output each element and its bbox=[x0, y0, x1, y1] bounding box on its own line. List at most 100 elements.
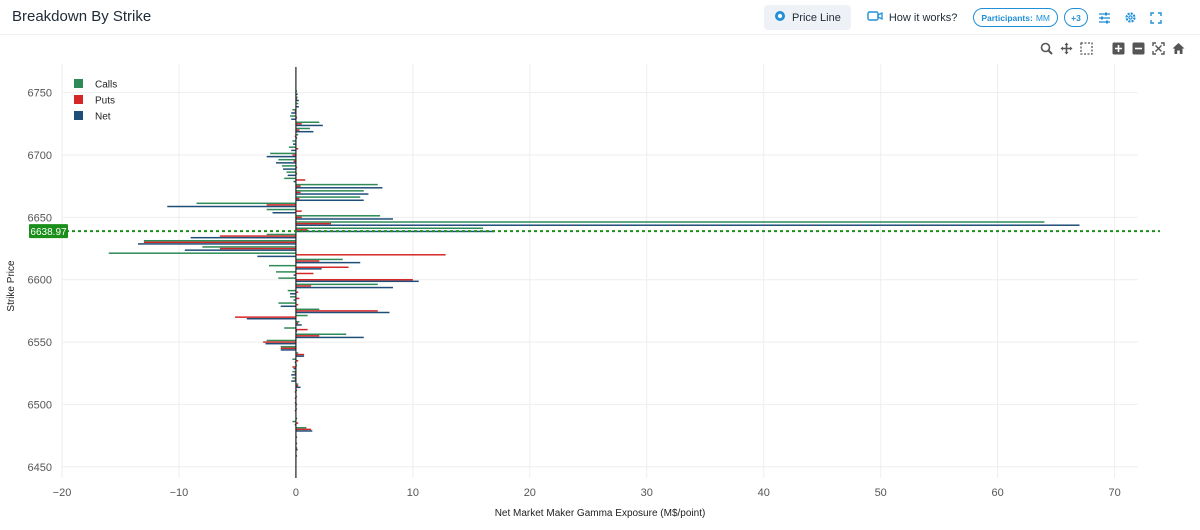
bar-net[interactable] bbox=[295, 218, 393, 220]
bar-calls[interactable] bbox=[295, 333, 347, 335]
bar-puts[interactable] bbox=[295, 310, 378, 312]
bar-net[interactable] bbox=[295, 99, 299, 102]
bar-net[interactable] bbox=[293, 274, 296, 276]
bar-net[interactable] bbox=[292, 143, 296, 145]
bar-net[interactable] bbox=[295, 286, 393, 289]
bar-net[interactable] bbox=[295, 224, 1080, 226]
bar-net[interactable] bbox=[291, 380, 296, 382]
gear-icon[interactable] bbox=[1120, 8, 1140, 28]
bar-calls[interactable] bbox=[288, 146, 296, 148]
bar-puts[interactable] bbox=[295, 129, 300, 131]
bar-net[interactable] bbox=[293, 180, 296, 183]
bar-calls[interactable] bbox=[295, 127, 310, 130]
bar-net[interactable] bbox=[295, 311, 390, 314]
bar-calls[interactable] bbox=[295, 283, 378, 286]
bar-puts[interactable] bbox=[219, 235, 296, 237]
bar-puts[interactable] bbox=[295, 229, 308, 231]
bar-puts[interactable] bbox=[295, 285, 312, 287]
bar-calls[interactable] bbox=[295, 227, 484, 229]
bar-puts[interactable] bbox=[295, 428, 312, 431]
bar-puts[interactable] bbox=[295, 222, 331, 225]
bar-puts[interactable] bbox=[295, 278, 413, 281]
legend-swatch-net[interactable] bbox=[74, 111, 83, 120]
bar-calls[interactable] bbox=[278, 302, 296, 304]
bar-calls[interactable] bbox=[143, 239, 296, 242]
bar-calls[interactable] bbox=[266, 339, 296, 342]
bar-calls[interactable] bbox=[295, 183, 378, 186]
bar-puts[interactable] bbox=[295, 197, 300, 200]
bar-puts[interactable] bbox=[295, 384, 299, 387]
bar-puts[interactable] bbox=[295, 216, 302, 219]
bar-net[interactable] bbox=[246, 317, 296, 320]
bar-net[interactable] bbox=[184, 249, 296, 251]
bar-puts[interactable] bbox=[295, 291, 299, 293]
bar-net[interactable] bbox=[295, 448, 298, 451]
sliders-icon[interactable] bbox=[1094, 8, 1114, 28]
bar-net[interactable] bbox=[295, 355, 305, 357]
bar-net[interactable] bbox=[257, 255, 296, 258]
bar-puts[interactable] bbox=[295, 254, 446, 256]
bar-net[interactable] bbox=[293, 367, 296, 370]
legend-label-puts[interactable]: Puts bbox=[95, 96, 115, 107]
bar-net[interactable] bbox=[295, 199, 364, 202]
bar-calls[interactable] bbox=[284, 177, 296, 180]
bar-puts[interactable] bbox=[292, 154, 296, 156]
bar-calls[interactable] bbox=[290, 115, 296, 117]
bar-calls[interactable] bbox=[295, 258, 343, 261]
bar-net[interactable] bbox=[295, 230, 495, 233]
bar-net[interactable] bbox=[280, 305, 296, 308]
legend-label-calls[interactable]: Calls bbox=[95, 80, 117, 91]
bar-puts[interactable] bbox=[295, 185, 301, 187]
bar-calls[interactable] bbox=[286, 171, 296, 173]
price-line-toggle[interactable]: Price Line bbox=[763, 5, 851, 30]
fullscreen-icon[interactable] bbox=[1146, 8, 1166, 28]
bar-net[interactable] bbox=[265, 342, 296, 345]
bar-net[interactable] bbox=[295, 261, 361, 264]
bar-net[interactable] bbox=[295, 193, 369, 195]
bar-net[interactable] bbox=[295, 187, 383, 189]
bar-calls[interactable] bbox=[295, 427, 307, 429]
bar-net[interactable] bbox=[266, 155, 296, 158]
zoom-icon[interactable] bbox=[1038, 40, 1054, 56]
bar-puts[interactable] bbox=[295, 328, 308, 331]
bar-puts[interactable] bbox=[295, 266, 349, 269]
extra-participants-badge[interactable]: +3 bbox=[1064, 8, 1088, 27]
bar-calls[interactable] bbox=[295, 190, 364, 192]
bar-net[interactable] bbox=[295, 93, 298, 96]
zoom-out-icon[interactable] bbox=[1130, 40, 1146, 56]
bar-calls[interactable] bbox=[295, 96, 298, 99]
bar-net[interactable] bbox=[291, 149, 296, 152]
bar-calls[interactable] bbox=[276, 271, 296, 273]
bar-net[interactable] bbox=[295, 336, 364, 339]
participants-filter[interactable]: Participants: MM bbox=[973, 8, 1058, 27]
bar-calls[interactable] bbox=[295, 314, 308, 317]
bar-calls[interactable] bbox=[196, 202, 296, 205]
bar-calls[interactable] bbox=[292, 358, 296, 360]
bar-net[interactable] bbox=[291, 112, 296, 114]
bar-net[interactable] bbox=[291, 118, 296, 120]
bar-calls[interactable] bbox=[278, 277, 296, 279]
box-select-icon[interactable] bbox=[1078, 40, 1094, 56]
bar-calls[interactable] bbox=[278, 158, 296, 161]
bar-net[interactable] bbox=[276, 162, 296, 164]
bar-puts[interactable] bbox=[295, 260, 320, 262]
bar-net[interactable] bbox=[291, 374, 296, 376]
bar-net[interactable] bbox=[295, 124, 323, 127]
home-icon[interactable] bbox=[1170, 40, 1186, 56]
bar-net[interactable] bbox=[295, 280, 419, 283]
zoom-in-icon[interactable] bbox=[1110, 40, 1126, 56]
bar-calls[interactable] bbox=[292, 377, 296, 379]
bar-puts[interactable] bbox=[295, 335, 320, 337]
bar-puts[interactable] bbox=[295, 123, 302, 125]
bar-calls[interactable] bbox=[295, 308, 320, 311]
bar-puts[interactable] bbox=[295, 322, 299, 325]
bar-calls[interactable] bbox=[266, 233, 296, 236]
bar-net[interactable] bbox=[295, 106, 299, 108]
bar-puts[interactable] bbox=[295, 360, 299, 362]
bar-calls[interactable] bbox=[287, 289, 296, 292]
bar-calls[interactable] bbox=[292, 109, 296, 111]
bar-puts[interactable] bbox=[295, 210, 302, 212]
bar-calls[interactable] bbox=[269, 264, 296, 267]
bar-calls[interactable] bbox=[266, 208, 296, 211]
bar-calls[interactable] bbox=[280, 345, 296, 348]
